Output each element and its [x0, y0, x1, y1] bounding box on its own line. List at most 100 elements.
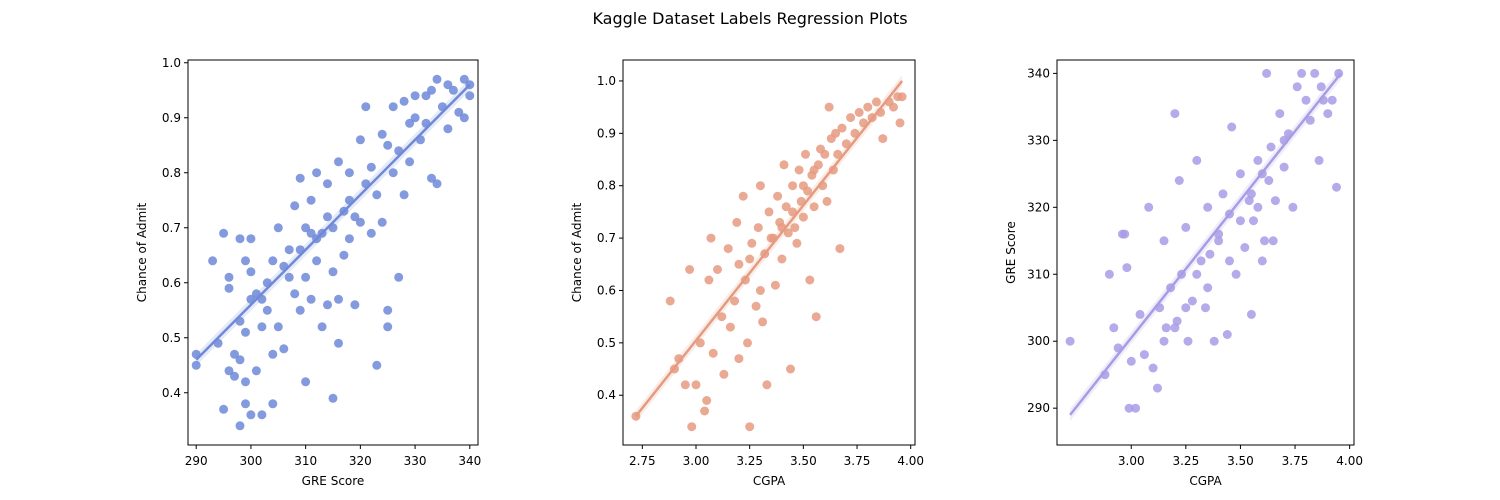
axes-frame: [1056, 59, 1355, 446]
scatter-point: [443, 124, 453, 134]
scatter-point: [355, 135, 365, 145]
x-tick-label: 3.00: [1118, 454, 1145, 468]
scatter-point: [1249, 216, 1258, 226]
y-tick-label: 0.8: [162, 166, 181, 180]
scatter-point: [246, 234, 256, 244]
scatter-point: [1231, 269, 1241, 279]
scatter-point: [723, 244, 733, 254]
scatter-point: [1181, 222, 1191, 232]
scatter-point: [732, 217, 742, 227]
x-tick-label: 330: [404, 454, 427, 468]
scatter-point: [262, 305, 272, 315]
scatter-point: [459, 113, 469, 123]
y-tick-label: 0.9: [597, 126, 616, 140]
scatter-point: [790, 223, 800, 233]
scatter-point: [1262, 68, 1272, 78]
cgpa-vs-gre-subplot: 3.00 3.25 3.50 3.75 4.00 290 300 310 320 330 340 CG…: [1004, 59, 1363, 488]
scatter-point: [295, 305, 305, 315]
scatter-point: [1144, 202, 1154, 212]
scatter-point: [822, 196, 832, 206]
scatter-point: [372, 190, 382, 200]
y-tick-label: 0.4: [162, 386, 181, 400]
scatter-point: [383, 305, 393, 315]
scatter-point: [665, 296, 675, 306]
scatter-point: [284, 272, 294, 282]
scatter-point: [1104, 269, 1114, 279]
scatter-point: [863, 102, 873, 112]
scatter-point: [235, 421, 245, 431]
x-tick-label: 3.75: [844, 454, 871, 468]
scatter-point: [1275, 109, 1285, 119]
scatter-point: [241, 327, 250, 337]
scatter-point: [273, 322, 283, 332]
scatter-point: [1235, 216, 1245, 226]
scatter-point: [432, 74, 442, 84]
scatter-point: [833, 149, 843, 159]
scatter-point: [1181, 303, 1191, 313]
scatter-point: [1314, 155, 1324, 165]
scatter-point: [334, 157, 343, 167]
y-tick-label: 0.5: [597, 336, 616, 350]
scatter-point: [1292, 82, 1302, 92]
scatter-point: [388, 102, 398, 112]
scatter-point: [1161, 323, 1171, 333]
scatter-point: [1240, 243, 1250, 252]
y-tick-label: 1.0: [162, 56, 181, 70]
scatter-point: [1310, 68, 1320, 78]
scatter-point: [295, 173, 305, 183]
scatter-point: [323, 300, 332, 310]
scatter-point: [850, 128, 860, 138]
scatter-point: [1201, 303, 1210, 313]
scatter-point: [755, 181, 765, 191]
scatter-point: [224, 283, 234, 293]
scatter-point: [235, 355, 245, 365]
x-tick-label: 300: [239, 454, 262, 468]
scatter-point: [702, 396, 712, 405]
scatter-point: [377, 129, 387, 139]
x-axis-label: CGPA: [1189, 474, 1222, 488]
scatter-point: [831, 128, 841, 138]
scatter-point: [1192, 155, 1202, 165]
scatter-point: [405, 157, 415, 167]
scatter-point: [230, 371, 239, 381]
cgpa-vs-admit-subplot: 2.75 3.00 3.25 3.50 3.75 4.00 0.4 0.5 0.6 0.7 0.8 0…: [570, 59, 924, 488]
scatter-point: [1192, 269, 1202, 279]
scatter-point: [208, 256, 218, 266]
scatter-point: [312, 256, 322, 266]
x-tick-label: 340: [458, 454, 481, 468]
scatter-point: [1305, 115, 1315, 125]
scatter-points: [191, 74, 475, 431]
scatter-point: [809, 202, 819, 212]
scatter-point: [1122, 263, 1132, 273]
scatter-point: [1297, 68, 1307, 78]
scatter-point: [786, 364, 795, 374]
scatter-point: [1174, 176, 1184, 185]
scatter-point: [1214, 236, 1224, 246]
y-tick-label: 0.6: [597, 283, 616, 297]
x-tick-label: 3.50: [790, 454, 817, 468]
scatter-point: [1316, 82, 1326, 92]
regression-line: [195, 83, 471, 361]
x-axis-label: GRE Score: [302, 474, 365, 488]
scatter-point: [317, 322, 327, 332]
scatter-point: [717, 312, 727, 322]
scatter-point: [1222, 330, 1232, 339]
scatter-point: [301, 223, 311, 233]
scatter-point: [1257, 256, 1267, 266]
scatter-point: [1135, 309, 1145, 319]
axes-frame: [622, 59, 916, 446]
scatter-point: [805, 275, 815, 285]
scatter-point: [783, 228, 793, 238]
scatter-point: [235, 234, 245, 244]
x-tick-label: 3.25: [1172, 454, 1199, 468]
scatter-point: [753, 223, 763, 233]
scatter-point: [1203, 283, 1213, 293]
scatter-point: [334, 294, 343, 304]
scatter-point: [246, 410, 256, 420]
scatter-point: [219, 228, 229, 238]
scatter-point: [1139, 350, 1149, 360]
scatter-point: [383, 140, 393, 150]
scatter-point: [1264, 176, 1274, 185]
scatter-point: [290, 201, 300, 211]
